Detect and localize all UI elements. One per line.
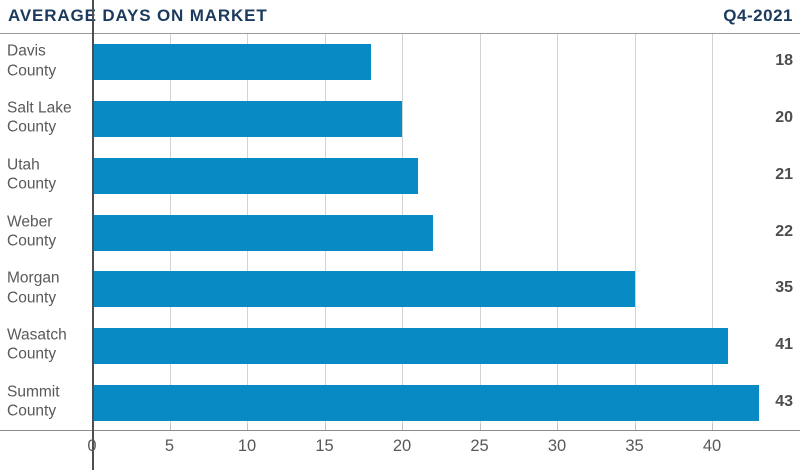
y-axis-line (92, 0, 94, 470)
bar-salt-lake-county (92, 101, 402, 138)
x-tick-mark-35 (634, 424, 636, 430)
x-tick-mark-25 (479, 424, 481, 430)
value-label-davis-county: 18 (775, 52, 793, 70)
bar-davis-county (92, 44, 371, 81)
bar-summit-county (92, 384, 759, 421)
value-labels-column: 18 20 21 22 35 41 43 (740, 33, 800, 431)
x-tick-label-10: 10 (237, 437, 257, 455)
gridline-35 (634, 34, 636, 430)
value-label-summit-county: 43 (775, 392, 793, 410)
value-label-salt-lake-county: 20 (775, 109, 793, 127)
value-label-utah-county: 21 (775, 165, 793, 183)
category-label-utah-county: Utah County (7, 156, 57, 193)
plot-frame (0, 33, 800, 431)
bar-morgan-county (92, 271, 635, 308)
bar-wasatch-county (92, 327, 728, 364)
value-label-morgan-county: 35 (775, 279, 793, 297)
x-tick-label-0: 0 (87, 437, 97, 455)
x-tick-mark-30 (557, 424, 558, 430)
x-axis: 0 5 10 15 20 25 30 35 40 (0, 437, 800, 463)
gridline-40 (712, 34, 713, 430)
x-tick-mark-5 (169, 424, 171, 430)
x-tick-label-5: 5 (164, 437, 175, 455)
category-label-wasatch-county: Wasatch County (7, 326, 67, 363)
chart-title: AVERAGE DAYS ON MARKET (8, 6, 268, 25)
x-tick-mark-15 (324, 424, 326, 430)
chart-header: AVERAGE DAYS ON MARKET Q4-2021 (0, 0, 800, 33)
x-tick-label-35: 35 (625, 437, 644, 455)
x-tick-label-20: 20 (392, 437, 412, 455)
x-tick-label-15: 15 (315, 437, 334, 455)
x-tick-mark-10 (247, 424, 248, 430)
category-axis: Davis County Salt Lake County Utah County W… (0, 33, 92, 431)
x-tick-label-30: 30 (547, 437, 567, 455)
plot-area (92, 34, 800, 430)
category-label-morgan-county: Morgan County (7, 269, 60, 307)
gridline-25 (479, 34, 481, 430)
bar-weber-county (92, 214, 433, 251)
x-tick-label-40: 40 (702, 437, 722, 455)
bar-utah-county (92, 157, 418, 194)
x-tick-mark-40 (712, 424, 713, 430)
chart-period-label: Q4-2021 (723, 6, 793, 25)
category-label-davis-county: Davis County (7, 42, 57, 80)
value-label-wasatch-county: 41 (775, 335, 793, 353)
value-label-weber-county: 22 (775, 222, 793, 240)
category-label-salt-lake-county: Salt Lake County (7, 99, 72, 137)
category-label-weber-county: Weber County (7, 213, 57, 250)
category-label-summit-county: Summit County (7, 383, 60, 420)
x-tick-label-25: 25 (470, 437, 489, 455)
gridline-30 (557, 34, 558, 430)
x-tick-mark-20 (402, 424, 403, 430)
